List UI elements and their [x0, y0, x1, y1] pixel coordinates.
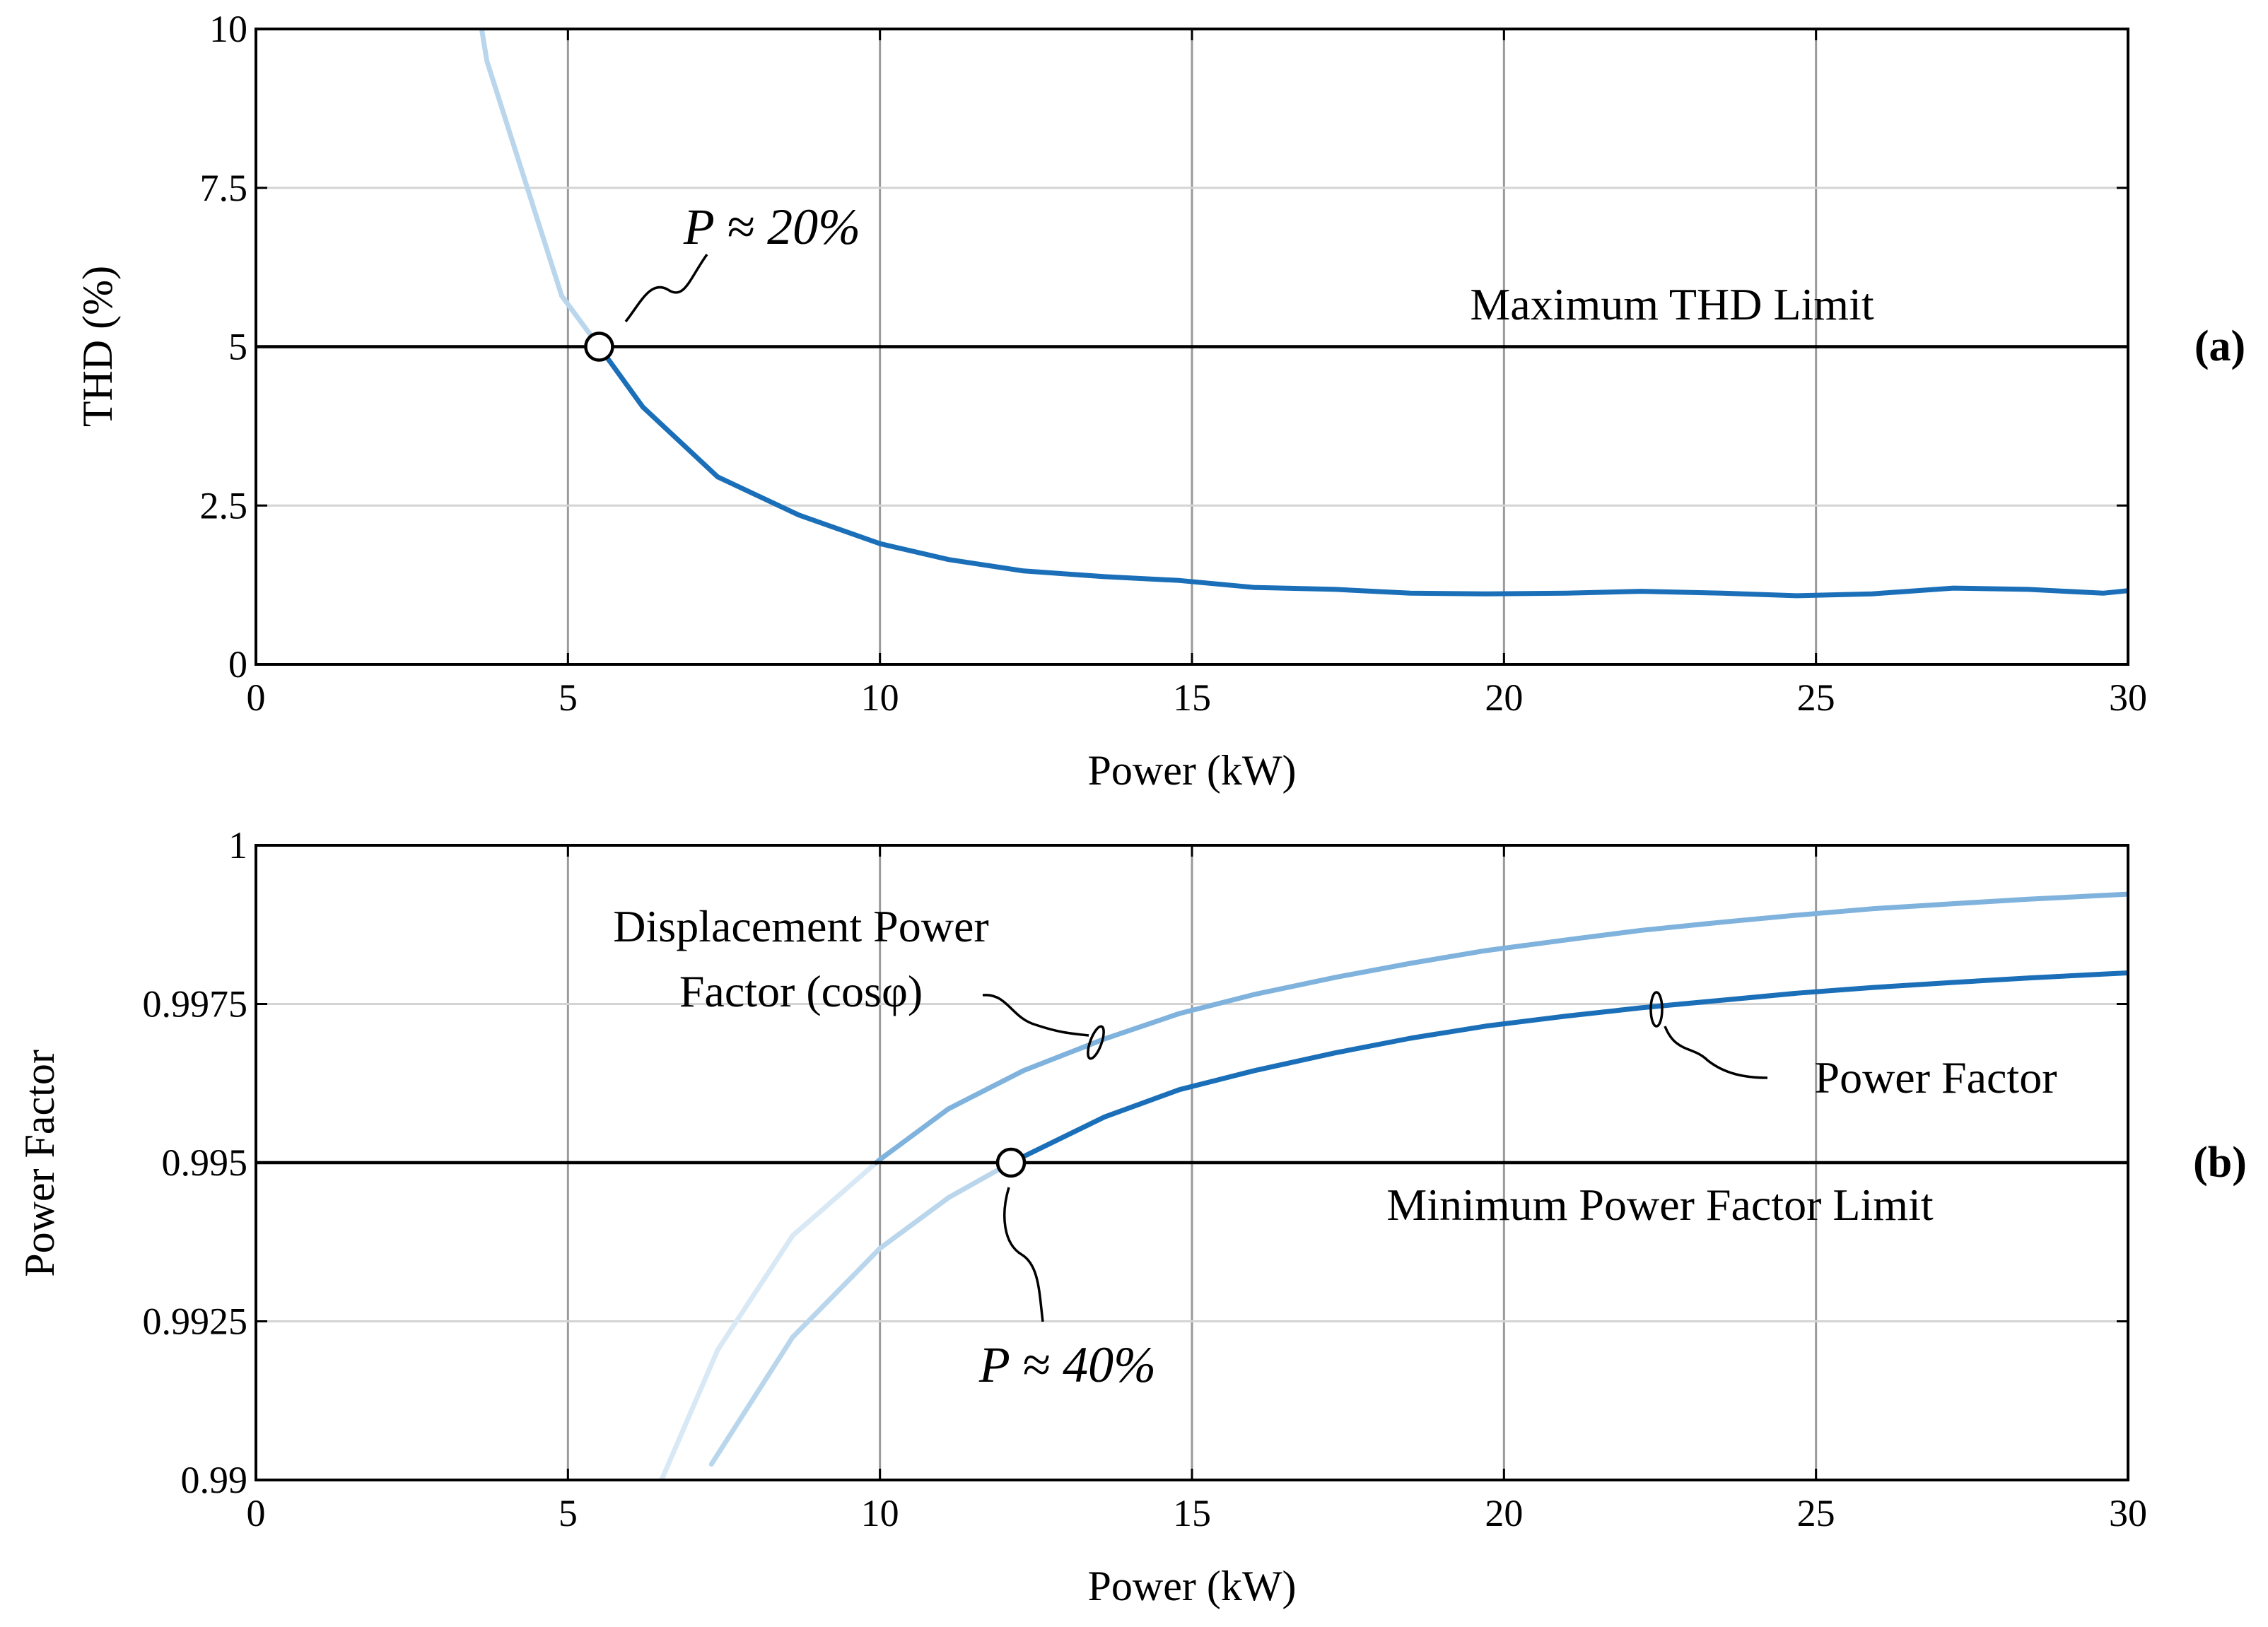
- pf-y-tick-label-2: 0.995: [162, 1141, 248, 1184]
- pf-y-tick-label-3: 0.9975: [143, 983, 248, 1026]
- pf-x-tick-label-4: 20: [1485, 1492, 1523, 1534]
- pf-annotation-leader: [1664, 1026, 1768, 1079]
- thd-y-tick-label-1: 2.5: [200, 484, 248, 527]
- pf-series-tag-icon: [1649, 991, 1664, 1028]
- thd-x-axis-label: Power (kW): [1088, 747, 1297, 794]
- pf-x-ticks: 0 5 10 15 20 25 30: [247, 845, 2147, 1534]
- pf-y-tick-label-0: 0.99: [181, 1459, 248, 1501]
- panel-label-a: (a): [2194, 322, 2245, 370]
- pf-series: [659, 891, 2128, 1480]
- thd-y-tick-label-4: 10: [209, 8, 247, 50]
- thd-y-axis-label: THD (%): [74, 266, 121, 427]
- pf-y-tick-label-1: 0.9925: [143, 1300, 248, 1343]
- thd-annotation-leader: [624, 253, 708, 323]
- thd-y-tick-label-2: 5: [228, 326, 247, 368]
- pf-x-tick-label-2: 10: [861, 1492, 899, 1534]
- pf-x-tick-label-1: 5: [559, 1492, 578, 1534]
- pf-x-tick-label-0: 0: [247, 1492, 266, 1534]
- pf-annotation-label: Power Factor: [1814, 1052, 2057, 1103]
- thd-x-tick-label-6: 30: [2109, 676, 2147, 719]
- pf-x-tick-label-6: 30: [2109, 1492, 2147, 1534]
- pf-y-axis-label: Power Factor: [16, 1050, 63, 1277]
- dpf-series-tag-icon: [1087, 1025, 1105, 1060]
- pf-series-1-below-limit: [708, 1160, 1014, 1467]
- thd-x-tick-label-0: 0: [247, 676, 266, 719]
- thd-x-ticks: 0 5 10 15 20 25 30: [247, 29, 2147, 719]
- dpf-annotation-line1: Displacement Power: [613, 901, 988, 951]
- pf-series-0-below-limit: [659, 1160, 879, 1480]
- thd-annotation-p20: P ≈ 20%: [683, 199, 860, 255]
- pf-x-tick-label-5: 25: [1797, 1492, 1835, 1534]
- panel-label-b: (b): [2193, 1139, 2247, 1187]
- thd-y-tick-label-0: 0: [228, 643, 247, 686]
- thd-y-tick-label-3: 7.5: [200, 167, 248, 209]
- thd-chart: 0 5 10 15 20 25 30 0 2.5 5 7.5 10 Power (kW) THD (…: [74, 8, 2245, 794]
- thd-x-tick-label-4: 20: [1485, 676, 1523, 719]
- dpf-annotation-line2: Factor (cosφ): [679, 966, 923, 1016]
- thd-y-ticks: 0 2.5 5 7.5 10: [200, 8, 2128, 686]
- pf-series-0-above-limit: [874, 891, 2128, 1165]
- pf-y-ticks: 0.99 0.9925 0.995 0.9975 1: [143, 824, 2128, 1501]
- power-factor-chart: 0 5 10 15 20 25 30 0.99 0.9925 0.995 0.9975 1 Powe…: [16, 824, 2247, 1609]
- thd-series-0-below-limit: [479, 29, 602, 349]
- thd-limit-label: Maximum THD Limit: [1470, 279, 1874, 329]
- pf-x-tick-label-3: 15: [1173, 1492, 1211, 1534]
- pf-annotation-p40: P ≈ 40%: [978, 1337, 1156, 1393]
- pf-limit-label: Minimum Power Factor Limit: [1386, 1180, 1934, 1230]
- thd-x-tick-label-1: 5: [559, 676, 578, 719]
- thd-series-0-above-limit: [597, 344, 2128, 599]
- pf-p40-leader: [1003, 1187, 1044, 1322]
- pf-y-tick-label-4: 1: [228, 824, 247, 867]
- pf-crossing-marker: [995, 1147, 1027, 1178]
- pf-series-1-above-limit: [1008, 970, 2128, 1165]
- thd-series: [479, 29, 2128, 599]
- thd-x-tick-label-3: 15: [1173, 676, 1211, 719]
- thd-x-tick-label-5: 25: [1797, 676, 1835, 719]
- dpf-annotation-leader: [982, 994, 1089, 1037]
- thd-x-tick-label-2: 10: [861, 676, 899, 719]
- pf-x-axis-label: Power (kW): [1088, 1563, 1297, 1609]
- thd-crossing-marker: [584, 331, 614, 362]
